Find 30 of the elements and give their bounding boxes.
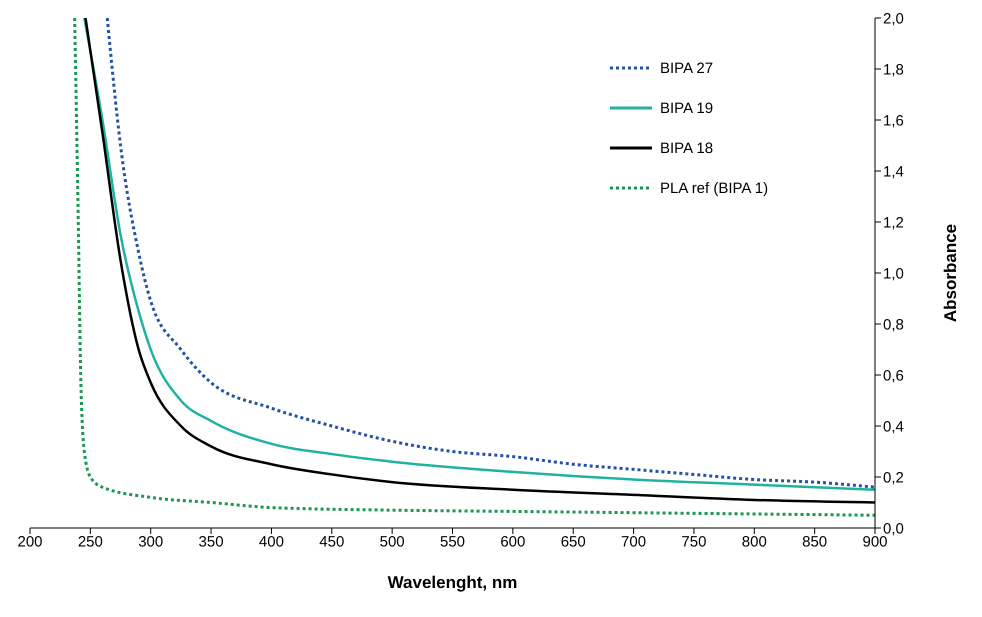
x-tick-label: 750 bbox=[681, 534, 706, 551]
y-tick-label: 1,8 bbox=[883, 61, 904, 78]
x-axis-title: Wavelenght, nm bbox=[388, 573, 518, 592]
y-tick-label: 1,4 bbox=[883, 163, 904, 180]
y-tick-label: 1,6 bbox=[883, 112, 904, 130]
legend-label: BIPA 18 bbox=[660, 140, 714, 156]
y-tick-label: 0,8 bbox=[883, 316, 904, 334]
y-tick-label: 2,0 bbox=[883, 10, 904, 28]
legend-label: BIPA 19 bbox=[660, 100, 714, 116]
y-tick-label: 1,0 bbox=[883, 265, 904, 282]
x-tick-label: 550 bbox=[440, 534, 466, 551]
y-tick-label: 0,6 bbox=[883, 367, 904, 384]
legend-label: PLA ref (BIPA 1) bbox=[660, 180, 768, 196]
x-tick-label: 350 bbox=[198, 534, 224, 551]
x-tick-label: 650 bbox=[560, 534, 586, 551]
x-tick-label: 450 bbox=[319, 534, 344, 551]
x-tick-label: 700 bbox=[621, 534, 646, 551]
x-tick-label: 250 bbox=[78, 534, 103, 551]
y-tick-label: 1,2 bbox=[883, 214, 904, 232]
x-tick-label: 800 bbox=[742, 534, 767, 551]
y-tick-label: 0,4 bbox=[883, 418, 904, 436]
x-tick-label: 400 bbox=[258, 534, 284, 551]
x-tick-label: 850 bbox=[802, 534, 828, 551]
y-axis-title: Absorbance bbox=[941, 224, 960, 322]
y-tick-label: 0,2 bbox=[883, 469, 904, 486]
x-tick-label: 200 bbox=[17, 534, 43, 551]
legend-label: BIPA 27 bbox=[660, 60, 714, 76]
x-tick-label: 300 bbox=[138, 534, 164, 551]
x-tick-label: 600 bbox=[500, 534, 526, 551]
x-tick-label: 500 bbox=[380, 534, 405, 551]
